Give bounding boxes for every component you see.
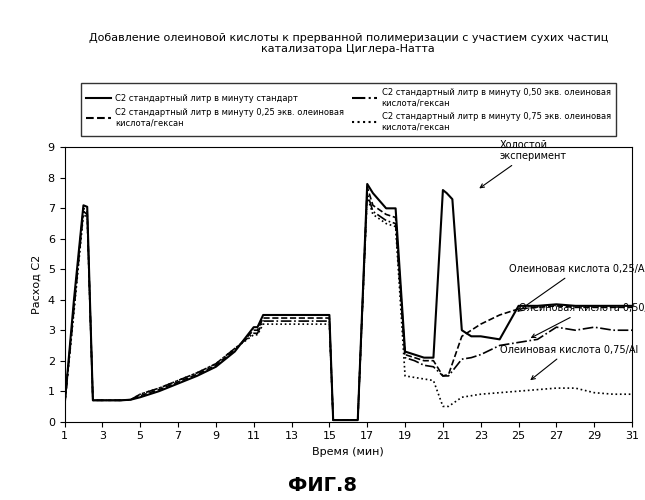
X-axis label: Время (мин): Время (мин) (312, 447, 384, 457)
Text: ФИГ.8: ФИГ.8 (288, 476, 357, 495)
Legend: С2 стандартный литр в минуту стандарт, С2 стандартный литр в минуту 0,25 экв. ол: С2 стандартный литр в минуту стандарт, С… (81, 82, 616, 136)
Y-axis label: Расход С2: Расход С2 (32, 255, 42, 314)
Text: Олеиновая кислота 0,75/Al: Олеиновая кислота 0,75/Al (500, 344, 638, 380)
Text: Олеиновая кислота 0,25/Al: Олеиновая кислота 0,25/Al (509, 264, 645, 311)
Text: Холостой
эксперимент: Холостой эксперимент (481, 140, 567, 188)
Text: Добавление олеиновой кислоты к прерванной полимеризации с участием сухих частиц
: Добавление олеиновой кислоты к прерванно… (88, 32, 608, 54)
Text: Олеиновая кислота 0,50/Al: Олеиновая кислота 0,50/Al (519, 304, 645, 338)
